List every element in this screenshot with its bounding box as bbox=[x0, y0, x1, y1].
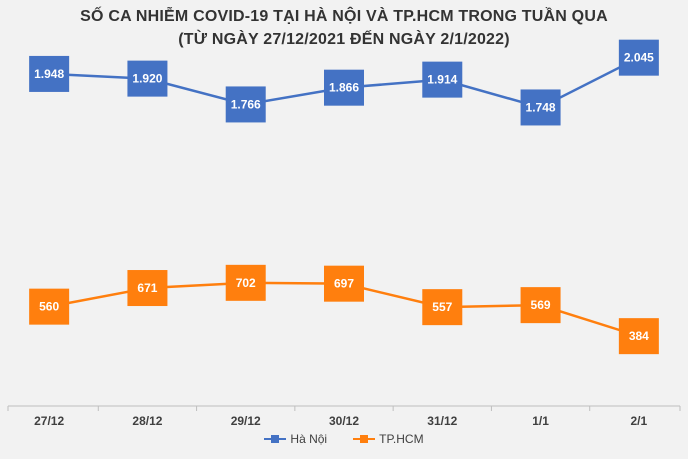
data-label: 697 bbox=[334, 277, 354, 291]
legend-label-hcm: TP.HCM bbox=[379, 432, 424, 446]
data-label: 1.920 bbox=[132, 72, 162, 86]
data-label: 384 bbox=[629, 329, 649, 343]
data-point-marker bbox=[29, 288, 70, 325]
data-point-marker bbox=[422, 289, 463, 326]
data-point-marker bbox=[29, 55, 70, 92]
legend-item-hanoi: Hà Nội bbox=[264, 432, 327, 446]
data-point-marker bbox=[127, 270, 168, 307]
chart-subtitle: (TỪ NGÀY 27/12/2021 ĐẾN NGÀY 2/1/2022) bbox=[178, 31, 510, 48]
data-label: 2.045 bbox=[624, 51, 654, 65]
data-label: 557 bbox=[432, 300, 452, 314]
data-label: 1.866 bbox=[329, 81, 359, 95]
x-tick-label: 31/12 bbox=[427, 414, 457, 428]
data-point-marker bbox=[324, 69, 364, 106]
data-point-marker bbox=[127, 60, 168, 97]
data-label: 702 bbox=[236, 276, 256, 290]
data-label: 1.914 bbox=[427, 73, 457, 87]
data-point-marker bbox=[225, 264, 266, 301]
data-label: 1.948 bbox=[34, 67, 64, 81]
data-point-marker bbox=[225, 86, 266, 123]
data-point-marker bbox=[520, 287, 561, 324]
x-tick-label: 2/1 bbox=[631, 414, 648, 428]
legend-swatch-hanoi bbox=[264, 433, 287, 445]
legend: Hà Nội TP.HCM bbox=[0, 432, 688, 446]
data-point-marker bbox=[324, 265, 364, 302]
data-label: 569 bbox=[531, 298, 551, 312]
legend-item-hcm: TP.HCM bbox=[353, 432, 424, 446]
legend-swatch-hcm bbox=[353, 433, 376, 445]
x-tick-label: 29/12 bbox=[231, 414, 261, 428]
data-point-marker bbox=[520, 89, 561, 126]
data-label: 1.748 bbox=[526, 100, 556, 114]
x-tick-label: 1/1 bbox=[532, 414, 549, 428]
data-point-marker bbox=[618, 318, 659, 355]
x-tick-label: 28/12 bbox=[132, 414, 162, 428]
chart-title: SỐ CA NHIỄM COVID-19 TẠI HÀ NỘI VÀ TP.HC… bbox=[80, 8, 608, 25]
x-tick-label: 27/12 bbox=[34, 414, 64, 428]
data-label: 1.766 bbox=[231, 97, 261, 111]
data-label: 671 bbox=[137, 281, 157, 295]
data-point-marker bbox=[422, 61, 463, 98]
data-point-marker bbox=[618, 39, 659, 76]
data-label: 560 bbox=[39, 300, 59, 314]
x-tick-label: 30/12 bbox=[329, 414, 359, 428]
legend-label-hanoi: Hà Nội bbox=[290, 432, 328, 446]
